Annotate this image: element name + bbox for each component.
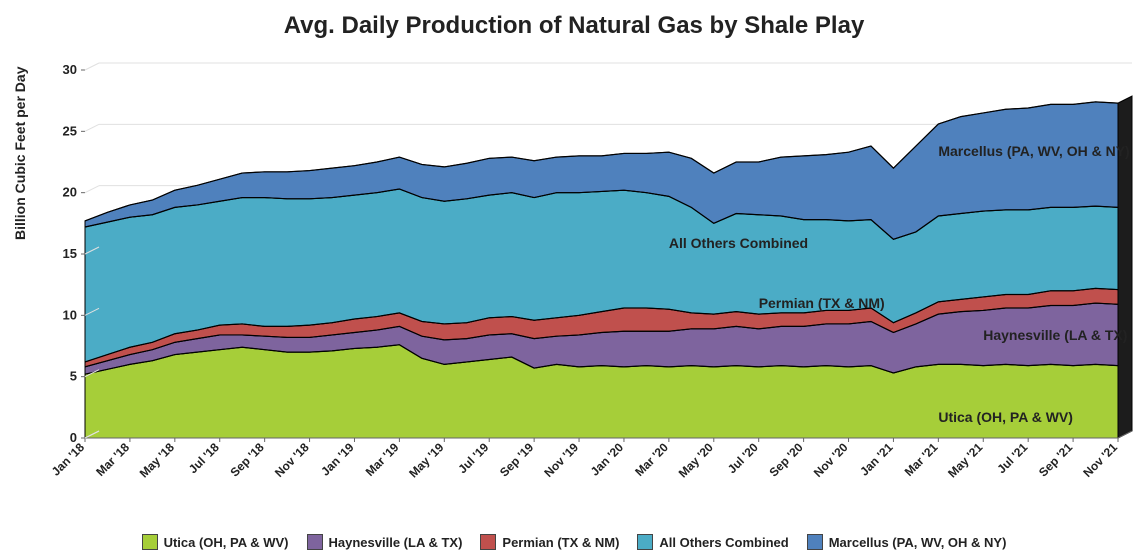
x-tick-label: May '20 — [676, 440, 716, 480]
region-label-utica: Utica (OH, PA & WV) — [938, 409, 1073, 425]
x-tick-label: Jan '21 — [857, 440, 896, 479]
legend-item-haynesville: Haynesville (LA & TX) — [307, 534, 463, 550]
x-tick-label: Nov '19 — [541, 440, 581, 480]
region-label-marcellus: Marcellus (PA, WV, OH & NY) — [938, 143, 1129, 159]
x-tick-label: Sep '18 — [227, 440, 267, 480]
stacked-area-plot: 051015202530Jan '18Mar '18May '18Jul '18… — [0, 0, 1148, 558]
x-tick-label: Jul '21 — [994, 440, 1030, 476]
x-tick-label: Jan '18 — [49, 440, 88, 479]
x-tick-label: Mar '19 — [363, 440, 402, 479]
region-label-haynesville: Haynesville (LA & TX) — [983, 327, 1127, 343]
legend-item-all_others: All Others Combined — [637, 534, 788, 550]
legend-swatch — [637, 534, 653, 550]
legend-swatch — [142, 534, 158, 550]
x-tick-label: Mar '21 — [902, 440, 941, 479]
svg-text:5: 5 — [70, 369, 77, 384]
legend-label: Permian (TX & NM) — [502, 535, 619, 550]
x-tick-label: Jul '18 — [186, 440, 222, 476]
x-tick-label: Sep '20 — [766, 440, 806, 480]
x-tick-label: Jul '19 — [455, 440, 491, 476]
x-tick-label: May '18 — [137, 440, 177, 480]
svg-text:20: 20 — [63, 185, 77, 200]
x-tick-label: Nov '20 — [811, 440, 851, 480]
x-tick-label: May '21 — [945, 440, 985, 480]
legend-item-utica: Utica (OH, PA & WV) — [142, 534, 289, 550]
x-tick-label: Sep '19 — [497, 440, 537, 480]
x-tick-label: Jan '19 — [318, 440, 357, 479]
svg-text:10: 10 — [63, 307, 77, 322]
legend-swatch — [807, 534, 823, 550]
svg-text:15: 15 — [63, 246, 77, 261]
legend-item-marcellus: Marcellus (PA, WV, OH & NY) — [807, 534, 1007, 550]
x-tick-label: Mar '20 — [632, 440, 671, 479]
x-tick-label: Jan '20 — [588, 440, 627, 479]
x-tick-label: May '19 — [406, 440, 446, 480]
legend-swatch — [480, 534, 496, 550]
x-tick-label: Mar '18 — [93, 440, 132, 479]
x-tick-label: Sep '21 — [1036, 440, 1076, 480]
legend-swatch — [307, 534, 323, 550]
x-tick-label: Nov '18 — [272, 440, 312, 480]
legend-label: Marcellus (PA, WV, OH & NY) — [829, 535, 1007, 550]
chart-container: { "chart": { "type": "stacked-area", "ti… — [0, 0, 1148, 558]
svg-text:30: 30 — [63, 62, 77, 77]
region-label-permian: Permian (TX & NM) — [759, 295, 885, 311]
region-label-all_others: All Others Combined — [669, 235, 808, 251]
legend-label: All Others Combined — [659, 535, 788, 550]
svg-text:25: 25 — [63, 123, 77, 138]
x-tick-label: Nov '21 — [1080, 440, 1120, 480]
x-tick-label: Jul '20 — [725, 440, 761, 476]
legend: Utica (OH, PA & WV) Haynesville (LA & TX)… — [0, 534, 1148, 550]
legend-item-permian: Permian (TX & NM) — [480, 534, 619, 550]
legend-label: Utica (OH, PA & WV) — [164, 535, 289, 550]
legend-label: Haynesville (LA & TX) — [329, 535, 463, 550]
